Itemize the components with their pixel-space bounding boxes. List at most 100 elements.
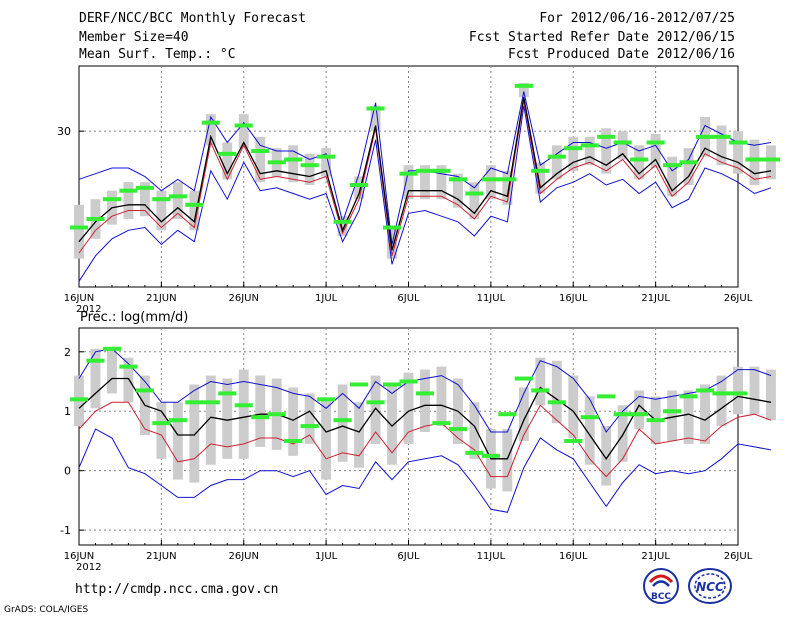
observed-marker bbox=[218, 391, 237, 396]
observed-marker bbox=[695, 388, 715, 393]
observed-marker bbox=[201, 120, 220, 125]
spread-bar bbox=[551, 145, 562, 180]
observed-marker bbox=[580, 143, 599, 148]
spread-bar bbox=[568, 136, 579, 171]
observed-marker bbox=[613, 140, 632, 145]
observed-marker bbox=[465, 450, 484, 455]
bcc-logo-text: BCC bbox=[651, 592, 671, 602]
spread-bar bbox=[139, 182, 150, 217]
spread-bar bbox=[337, 384, 348, 462]
upper-line bbox=[78, 348, 772, 433]
observed-marker bbox=[712, 134, 731, 139]
observed-marker bbox=[251, 415, 270, 420]
spread-bar bbox=[123, 357, 134, 403]
spread-bar bbox=[584, 396, 595, 465]
observed-marker bbox=[366, 106, 385, 111]
x-tick-label: 16JUN bbox=[64, 551, 94, 562]
observed-marker bbox=[350, 183, 369, 187]
observed-marker bbox=[69, 397, 89, 402]
observed-marker bbox=[547, 400, 566, 405]
observed-marker bbox=[251, 149, 270, 153]
x-tick-label: 16JUL bbox=[559, 551, 588, 562]
observed-marker bbox=[69, 225, 89, 230]
spread-bar bbox=[502, 429, 513, 492]
observed-marker bbox=[663, 163, 682, 168]
observed-marker bbox=[300, 163, 319, 168]
observed-marker bbox=[399, 379, 418, 384]
observed-marker bbox=[564, 146, 583, 151]
observed-marker bbox=[382, 382, 402, 387]
spread-bar bbox=[90, 348, 101, 409]
spread-bar bbox=[518, 83, 529, 98]
spread-bar bbox=[304, 153, 315, 185]
spread-bar bbox=[584, 136, 595, 166]
observed-marker bbox=[119, 188, 138, 193]
x-tick-label: 6JUL bbox=[397, 551, 420, 562]
spread-bar bbox=[766, 369, 776, 421]
observed-marker bbox=[728, 140, 748, 145]
observed-marker bbox=[333, 418, 352, 423]
observed-marker bbox=[152, 197, 171, 202]
top-variable-label: Mean Surf. Temp.: °C bbox=[79, 47, 236, 62]
spread-bar bbox=[420, 165, 430, 200]
observed-marker bbox=[350, 382, 369, 387]
spread-bar bbox=[568, 375, 579, 438]
observed-marker bbox=[284, 438, 303, 443]
website-url[interactable]: http://cmdp.ncc.cma.gov.cn bbox=[75, 582, 279, 597]
mean-line bbox=[78, 97, 772, 251]
lower-line bbox=[78, 105, 772, 282]
spread-bar bbox=[535, 162, 546, 194]
observed-marker bbox=[745, 157, 764, 162]
observed-marker bbox=[630, 157, 649, 162]
observed-marker bbox=[679, 160, 698, 165]
observed-marker bbox=[119, 364, 138, 369]
grads-credit: GrADS: COLA/IGES bbox=[4, 605, 89, 615]
spread-bar bbox=[485, 165, 496, 200]
spread-bar bbox=[107, 348, 117, 394]
observed-marker bbox=[366, 400, 385, 405]
spread-bar bbox=[700, 384, 710, 444]
spread-bar bbox=[551, 360, 562, 424]
spread-bar bbox=[354, 402, 365, 468]
observed-marker bbox=[399, 171, 418, 176]
observed-marker bbox=[712, 391, 731, 396]
observed-marker bbox=[185, 202, 204, 207]
spread-bar bbox=[288, 387, 299, 456]
spread-bar bbox=[123, 182, 134, 219]
observed-marker bbox=[185, 400, 204, 405]
y-tick-label: 0 bbox=[64, 465, 71, 478]
year-label: 2012 bbox=[76, 562, 101, 573]
spread-bar bbox=[238, 369, 249, 459]
spread-bar bbox=[716, 125, 727, 166]
fcst-produced-date: Fcst Produced Date 2012/06/16 bbox=[508, 47, 735, 62]
spread-bar bbox=[205, 375, 216, 465]
spread-bar bbox=[650, 134, 661, 168]
x-tick-label: 16JUL bbox=[559, 293, 588, 304]
spread-bar bbox=[156, 402, 167, 459]
spread-bar bbox=[766, 145, 776, 180]
observed-marker bbox=[514, 83, 533, 88]
observed-marker bbox=[135, 388, 154, 393]
x-tick-label: 21JUL bbox=[641, 293, 670, 304]
observed-marker bbox=[317, 154, 336, 159]
spread-bar bbox=[189, 384, 200, 483]
x-tick-label: 6JUL bbox=[397, 293, 420, 304]
observed-marker bbox=[481, 453, 500, 458]
observed-marker bbox=[531, 168, 550, 173]
precipitation-panel: 16JUN 21JUN 26JUN 1JUL 6JUL 11JUL 16JUL 21JUL 26… bbox=[60, 327, 776, 573]
ncc-logo: NCC bbox=[688, 568, 732, 604]
spread-bar bbox=[172, 182, 183, 219]
spread-bar bbox=[172, 402, 183, 480]
spread-bar bbox=[387, 384, 397, 465]
spread-bar bbox=[370, 105, 381, 132]
spread-bar bbox=[238, 114, 249, 149]
spread-bar bbox=[634, 390, 645, 430]
observed-marker bbox=[613, 412, 632, 417]
temperature-panel: 16JUN 21JUN 26JUN 1JUL 6JUL 11JUL 16JUL 21JUL 26… bbox=[57, 65, 781, 315]
observed-marker bbox=[514, 376, 533, 381]
bottom-variable-label: Prec.: log(mm/d) bbox=[80, 310, 188, 325]
spread-bar bbox=[683, 390, 694, 444]
x-tick-label: 26JUL bbox=[724, 293, 753, 304]
spread-bar bbox=[321, 148, 332, 177]
x-tick-label: 26JUN bbox=[229, 293, 259, 304]
